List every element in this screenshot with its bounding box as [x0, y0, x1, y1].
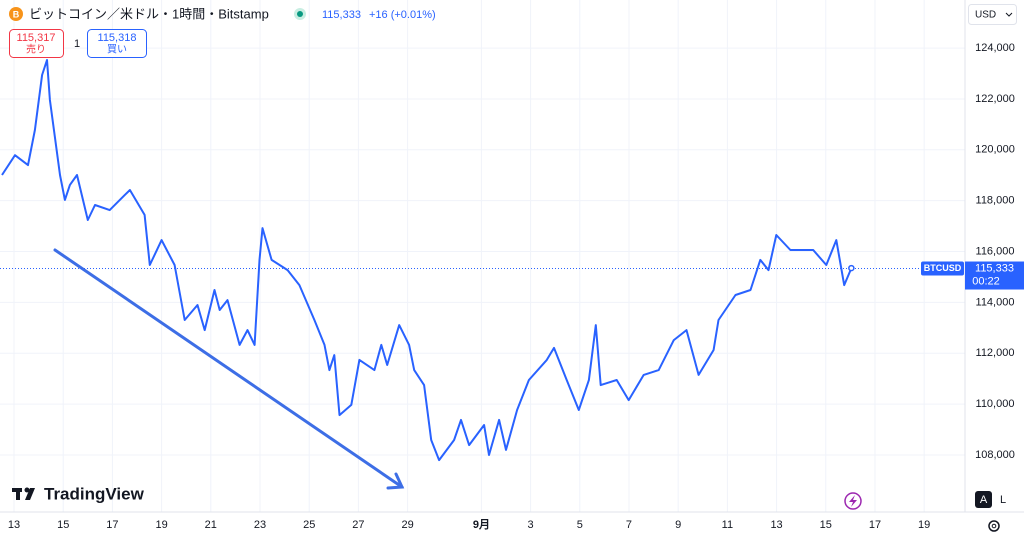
x-tick-label: 19: [155, 519, 167, 531]
x-tick-label: 15: [820, 519, 832, 531]
x-tick-label: 25: [303, 519, 315, 531]
lightning-icon[interactable]: [849, 495, 857, 507]
buy-price[interactable]: 115,318: [98, 32, 137, 44]
buy-button[interactable]: 115,318 買い: [87, 29, 147, 58]
y-tick-label: 124,000: [975, 42, 1015, 54]
x-tick-label: 9: [675, 519, 681, 531]
countdown: 00:22: [972, 275, 1000, 287]
y-tick-label: 120,000: [975, 144, 1015, 156]
x-tick-label: 17: [869, 519, 881, 531]
sell-price[interactable]: 115,317: [17, 32, 56, 44]
series-name: BTCUSD: [924, 263, 962, 273]
y-tick-label: 116,000: [976, 245, 1015, 257]
buy-label[interactable]: 買い: [107, 44, 127, 56]
last-point: [848, 264, 855, 272]
x-tick-label: 19: [918, 519, 930, 531]
chart-title: ビットコイン／米ドル・1時間・Bitstamp: [29, 6, 269, 21]
x-tick-label: 17: [106, 519, 118, 531]
logo: [12, 487, 35, 500]
y-tick-label: 112,000: [976, 347, 1015, 359]
sell-label[interactable]: 売り: [26, 43, 46, 56]
header-price: 115,333: [322, 9, 361, 21]
price-line: [1, 59, 853, 462]
sell-box[interactable]: [9, 29, 64, 58]
price-tag: [965, 261, 1024, 290]
y-tick-label: 118,000: [976, 195, 1015, 207]
dropdown-caret[interactable]: [1005, 12, 1013, 17]
x-tick-label: 13: [770, 519, 782, 531]
x-tick-label: 29: [401, 519, 413, 531]
header-change: +16 (+0.01%): [369, 9, 436, 21]
x-tick-label: 27: [352, 519, 364, 531]
x-tick-label: 23: [254, 519, 266, 531]
log-scale-label[interactable]: L: [1000, 494, 1006, 506]
grid: [0, 0, 965, 512]
branding: TradingView: [44, 484, 145, 503]
x-tick-label: 9月: [473, 518, 490, 531]
series-name-tag: [921, 261, 964, 276]
settings-icon[interactable]: [988, 520, 1000, 532]
bitcoin-icon: [9, 7, 23, 21]
y-tick-label: 114,000: [976, 296, 1015, 308]
price-tag-label: 115,333: [975, 262, 1014, 274]
auto-scale-button[interactable]: [975, 491, 992, 508]
x-tick-label: 13: [8, 519, 20, 531]
status-dot: [297, 11, 303, 17]
buy-box[interactable]: [87, 29, 147, 58]
trend-arrow: [53, 248, 405, 490]
bitcoin-symbol: B: [13, 9, 20, 19]
auto-scale-label[interactable]: A: [980, 494, 988, 506]
y-tick-label: 108,000: [975, 449, 1015, 461]
currency-button[interactable]: USD: [968, 4, 1017, 25]
currency-box[interactable]: [968, 4, 1017, 25]
currency[interactable]: USD: [975, 10, 996, 21]
x-tick-label: 15: [57, 519, 69, 531]
y-tick-label: 110,000: [976, 398, 1015, 410]
x-tick-label: 5: [577, 519, 583, 531]
x-tick-label: 7: [626, 519, 632, 531]
x-tick-label: 3: [528, 519, 534, 531]
x-tick-label: 11: [722, 519, 733, 531]
y-tick-label: 122,000: [975, 93, 1015, 105]
x-tick-label: 21: [205, 519, 217, 531]
quantity: 1: [74, 38, 80, 50]
sell-button[interactable]: 115,317 売り: [9, 29, 64, 58]
